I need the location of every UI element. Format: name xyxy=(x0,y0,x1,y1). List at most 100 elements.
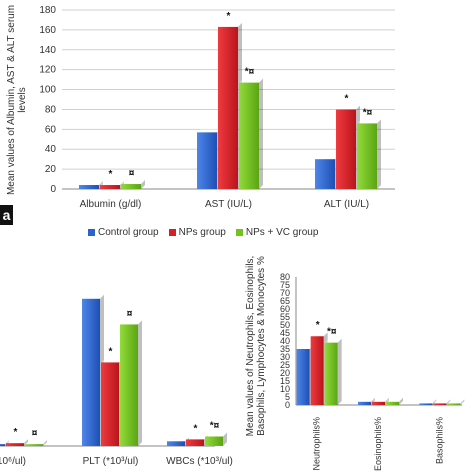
c-bar-npsvc-1 xyxy=(386,397,403,405)
legend-swatch-npsvc xyxy=(235,229,243,236)
a-ytick-label: 100 xyxy=(39,85,56,96)
a-bar-npsvc-2-face xyxy=(357,123,377,189)
a-annotation-1-2: *¤ xyxy=(245,67,255,78)
c-bar-npsvc-0-top xyxy=(324,338,342,343)
b-bar-nps-0 xyxy=(6,439,28,446)
b-bar-nps-1-top xyxy=(101,358,123,363)
c-ytick-label: 55 xyxy=(280,312,290,322)
c-ytick-label: 45 xyxy=(280,328,290,338)
b-bar-control-0-top xyxy=(0,440,9,445)
c-ytick-label: 15 xyxy=(280,376,290,386)
b-bar-npsvc-0-face xyxy=(25,444,43,446)
c-bar-npsvc-0 xyxy=(324,338,342,405)
c-ytick-label: 30 xyxy=(280,352,290,362)
b-annotation-1-2: ¤ xyxy=(127,308,133,319)
c-ytick-label: 25 xyxy=(280,360,290,370)
a-y-axis-title: levels xyxy=(17,87,28,113)
b-bar-nps-2-face xyxy=(186,439,204,446)
a-bar-npsvc-0-face xyxy=(121,184,141,189)
c-category-label-2: Basophils% xyxy=(434,417,444,464)
a-bar-npsvc-1-face xyxy=(239,82,259,189)
a-bar-npsvc-0-side xyxy=(141,180,145,189)
a-ytick-label: 0 xyxy=(50,184,56,195)
a-ytick-label: 80 xyxy=(45,104,57,115)
b-bar-nps-1 xyxy=(101,358,123,446)
a-ytick-label: 180 xyxy=(39,5,56,16)
c-bar-npsvc-1-side xyxy=(399,397,403,405)
a-bar-control-0-top xyxy=(79,181,103,186)
a-bar-npsvc-2-side xyxy=(377,119,381,189)
c-bar-npsvc-1-face xyxy=(386,401,399,405)
a-category-label-1: AST (IU/L) xyxy=(205,199,252,210)
c-ytick-label: 20 xyxy=(280,368,290,378)
a-bar-npsvc-0-top xyxy=(121,180,145,185)
b-annotation-2-2: *¤ xyxy=(210,421,220,432)
a-y-axis-title: Mean values of Albumin, AST & ALT serum xyxy=(6,5,17,195)
b-bar-nps-2 xyxy=(186,435,208,446)
b-bar-control-2-face xyxy=(167,441,185,446)
c-bar-control-0-face xyxy=(296,349,310,405)
a-bar-npsvc-2 xyxy=(357,119,381,189)
b-category-label-0: *10⁶/ul) xyxy=(0,456,26,467)
c-ytick-label: 70 xyxy=(280,288,290,298)
a-bar-npsvc-1-top xyxy=(239,78,263,83)
c-y-axis-title: Basophils, Lymphocytes & Monocytes % xyxy=(256,256,267,436)
b-bar-control-2-top xyxy=(167,437,189,442)
c-ytick-label: 60 xyxy=(280,304,290,314)
b-annotation-0-2: ¤ xyxy=(32,428,38,439)
a-annotation-2-1: * xyxy=(345,93,349,104)
c-ytick-label: 80 xyxy=(280,272,290,282)
c-ytick-label: 5 xyxy=(285,392,290,402)
b-category-label-2: WBCs (*10³/ul) xyxy=(166,456,233,467)
a-bar-npsvc-1 xyxy=(239,78,263,189)
chart-blood-counts: *¤*10⁶/ul)*¤PLT (*10³/ul)**¤WBCs (*10³/u… xyxy=(0,294,233,467)
legend-label-nps: NPs group xyxy=(178,227,226,238)
a-bar-nps-1-top xyxy=(218,22,242,27)
a-bar-npsvc-2-top xyxy=(357,119,381,124)
a-annotation-1-1: * xyxy=(227,11,231,22)
legend-item-nps: NPs group xyxy=(168,227,226,238)
c-ytick-label: 65 xyxy=(280,296,290,306)
a-bar-npsvc-1-side xyxy=(259,78,263,189)
a-bar-control-0-face xyxy=(79,185,99,189)
b-bar-npsvc-0 xyxy=(25,440,47,446)
c-bar-npsvc-0-side xyxy=(337,338,342,405)
b-bar-control-1-top xyxy=(82,294,104,299)
b-bar-npsvc-0-top xyxy=(25,440,47,445)
a-annotation-2-2: *¤ xyxy=(363,107,373,118)
c-ytick-label: 35 xyxy=(280,344,290,354)
b-bar-npsvc-2-face xyxy=(205,436,223,446)
b-bar-npsvc-2-side xyxy=(223,432,227,446)
c-category-label-0: Neutrophils% xyxy=(312,417,322,471)
c-bar-control-2-face xyxy=(419,403,433,405)
a-ytick-label: 120 xyxy=(39,65,56,76)
a-ytick-label: 60 xyxy=(45,124,57,135)
a-bar-control-2-face xyxy=(315,159,335,189)
b-bar-npsvc-1-top xyxy=(120,320,142,325)
a-bar-nps-2-face xyxy=(336,109,356,189)
legend-label-npsvc: NPs + VC group xyxy=(245,227,319,238)
a-annotation-0-1: * xyxy=(109,169,113,180)
b-bar-nps-2-top xyxy=(186,435,208,440)
panel-label-a: a xyxy=(0,205,13,225)
c-ytick-label: 75 xyxy=(280,280,290,290)
a-bar-nps-2-top xyxy=(336,105,360,110)
a-bar-control-0 xyxy=(79,181,103,189)
b-bar-control-0-face xyxy=(0,444,5,446)
b-bar-npsvc-1-side xyxy=(138,320,142,446)
c-bar-npsvc-1-top xyxy=(386,397,403,402)
c-bar-nps-1-top xyxy=(372,397,389,402)
a-bar-control-2 xyxy=(315,155,339,189)
b-bar-nps-1-face xyxy=(101,362,119,446)
a-bar-control-1-top xyxy=(197,128,221,133)
legend-item-control: Control group xyxy=(88,227,159,238)
c-ytick-label: 10 xyxy=(280,384,290,394)
b-bar-npsvc-2 xyxy=(205,432,227,446)
c-ytick-label: 40 xyxy=(280,336,290,346)
c-bar-npsvc-0-face xyxy=(324,342,338,405)
legend-swatch-nps xyxy=(168,229,176,236)
b-bar-control-2 xyxy=(167,437,189,446)
c-annotation-0-2: *¤ xyxy=(327,327,337,338)
a-ytick-label: 140 xyxy=(39,45,56,56)
